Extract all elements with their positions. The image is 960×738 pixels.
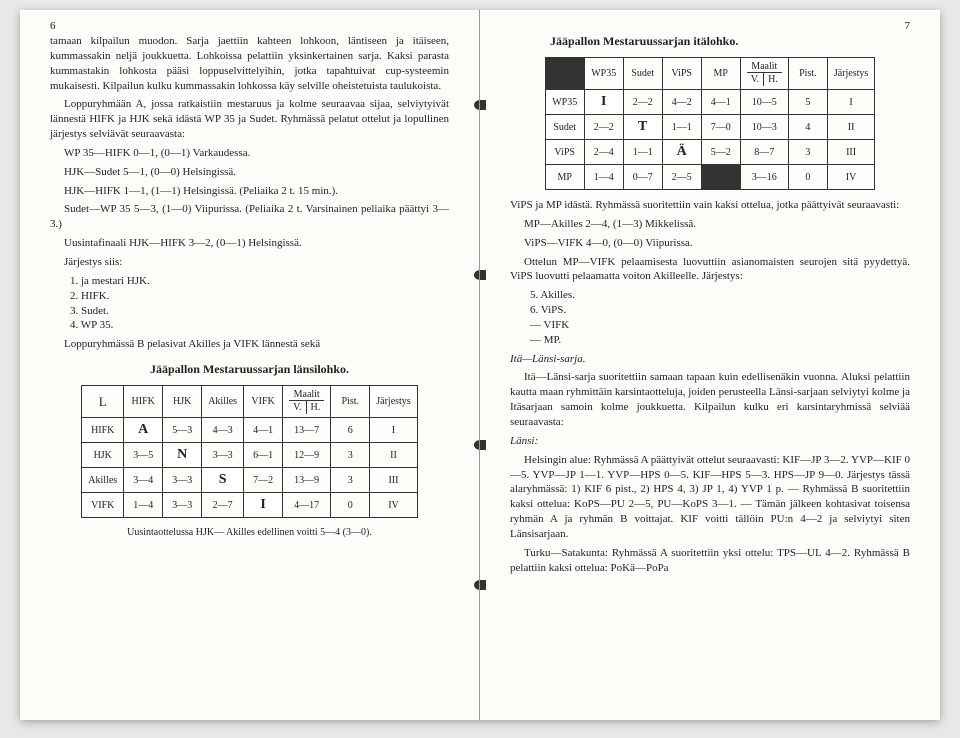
- left-page: 6 tamaan kilpailun muodon. Sarja jaettii…: [20, 10, 480, 720]
- col-header: HIFK: [124, 386, 163, 418]
- col-header: Järjestys: [827, 58, 874, 90]
- table-row: VIFK 1—4 3—3 2—7 I 4—17 0 IV: [82, 493, 417, 518]
- standings-table-east: WP35 Sudet ViPS MP Maalit V. H. Pist. Jä…: [545, 57, 876, 190]
- col-header: Pist.: [331, 386, 370, 418]
- col-header: VIFK: [244, 386, 283, 418]
- rank-item: 2. HIFK.: [70, 289, 449, 304]
- rank-item: 6. ViPS.: [530, 303, 910, 318]
- corner-cell: L: [82, 386, 124, 418]
- col-header: ViPS: [662, 58, 701, 90]
- table-row: MP 1—4 0—7 2—5 3—16 0 IV: [545, 165, 875, 190]
- ranking-list: 5. Akilles. 6. ViPS. — VIFK — MP.: [530, 288, 910, 347]
- table-row: Akilles 3—4 3—3 S 7—2 13—9 3 III: [82, 468, 417, 493]
- ranking-list: 1. ja mestari HJK. 2. HIFK. 3. Sudet. 4.…: [70, 274, 449, 333]
- table-row: ViPS 2—4 1—1 Ä 5—2 8—7 3 III: [545, 140, 875, 165]
- table-row: WP35 I 2—2 4—2 4—1 10—5 5 I: [545, 90, 875, 115]
- col-header: Sudet: [623, 58, 662, 90]
- match-line: ViPS—VIFK 4—0, (0—0) Viipurissa.: [510, 236, 910, 251]
- col-header: WP35: [584, 58, 623, 90]
- page-number-left: 6: [50, 20, 56, 32]
- para: ViPS ja MP idästä. Ryhmässä suoritettiin…: [510, 198, 910, 213]
- table-row: HIFK A 5—3 4—3 4—1 13—7 6 I: [82, 418, 417, 443]
- match-line: HJK—HIFK 1—1, (1—1) Helsingissä. (Peliai…: [50, 184, 449, 199]
- rank-item: 4. WP 35.: [70, 318, 449, 333]
- col-header: Järjestys: [370, 386, 417, 418]
- standings-table-west: L HIFK HJK Akilles VIFK Maalit V. H. Pis…: [81, 385, 417, 518]
- table-row: Sudet 2—2 T 1—1 7—0 10—3 4 II: [545, 115, 875, 140]
- rank-item: 3. Sudet.: [70, 304, 449, 319]
- para: Loppuryhmässä B pelasivat Akilles ja VIF…: [50, 337, 449, 352]
- match-line: MP—Akilles 2—4, (1—3) Mikkelissä.: [510, 217, 910, 232]
- region-label: Länsi:: [510, 435, 538, 447]
- rank-item: — MP.: [530, 333, 910, 348]
- para: Helsingin alue: Ryhmässä A päättyivät ot…: [510, 453, 910, 542]
- col-header: Pist.: [788, 58, 827, 90]
- para: tamaan kilpailun muodon. Sarja jaettiin …: [50, 34, 449, 93]
- right-page: 7 Jääpallon Mestaruussarjan itälohko. WP…: [480, 10, 940, 720]
- rank-item: 5. Akilles.: [530, 288, 910, 303]
- table-note: Uusintaottelussa HJK— Akilles edellinen …: [50, 526, 449, 540]
- match-line: HJK—Sudet 5—1, (0—0) Helsingissä.: [50, 165, 449, 180]
- rank-item: 1. ja mestari HJK.: [70, 274, 449, 289]
- subsection-title: Itä—Länsi-sarja.: [510, 353, 586, 365]
- table-title: Jääpallon Mestaruussarjan länsilohko.: [50, 362, 449, 377]
- col-header: HJK: [163, 386, 202, 418]
- para: Loppuryhmään A, jossa ratkaistiin mestar…: [50, 97, 449, 142]
- match-line: WP 35—HIFK 0—1, (0—1) Varkaudessa.: [50, 146, 449, 161]
- para: Turku—Satakunta: Ryhmässä A suoritettiin…: [510, 546, 910, 576]
- col-header: MP: [701, 58, 740, 90]
- table-row: HJK 3—5 N 3—3 6—1 12—9 3 II: [82, 443, 417, 468]
- book-spread: 6 tamaan kilpailun muodon. Sarja jaettii…: [20, 10, 940, 720]
- label: Järjestys siis:: [50, 255, 449, 270]
- match-line: Uusintafinaali HJK—HIFK 3—2, (0—1) Helsi…: [50, 236, 449, 251]
- rank-item: — VIFK: [530, 318, 910, 333]
- match-line: Sudet—WP 35 5—3, (1—0) Viipurissa. (Peli…: [50, 202, 449, 232]
- page-number-right: 7: [905, 20, 911, 32]
- col-header-maalit: Maalit V. H.: [740, 58, 788, 90]
- para: Ottelun MP—VIFK pelaamisesta luovuttiin …: [510, 255, 910, 285]
- col-header-maalit: Maalit V. H.: [283, 386, 331, 418]
- corner-cell: [545, 58, 584, 90]
- col-header: Akilles: [202, 386, 244, 418]
- diag-cell: [701, 165, 740, 190]
- para: Itä—Länsi-sarja suoritettiin samaan tapa…: [510, 370, 910, 429]
- table-title: Jääpallon Mestaruussarjan itälohko.: [550, 34, 910, 49]
